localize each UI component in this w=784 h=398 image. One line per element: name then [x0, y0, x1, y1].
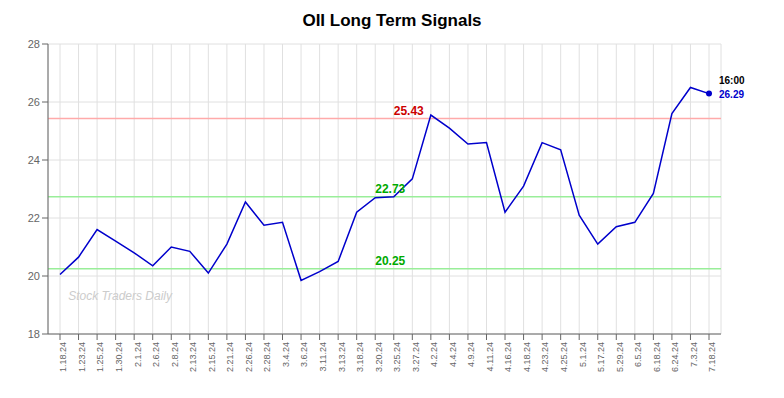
svg-text:2.13.24: 2.13.24 — [188, 342, 198, 372]
svg-text:7.3.24: 7.3.24 — [689, 342, 699, 367]
svg-text:3.11.24: 3.11.24 — [318, 342, 328, 371]
svg-text:1.30.24: 1.30.24 — [114, 342, 124, 372]
svg-text:1.23.24: 1.23.24 — [77, 342, 87, 372]
svg-text:3.4.24: 3.4.24 — [281, 342, 291, 367]
svg-text:22: 22 — [28, 212, 40, 224]
svg-text:3.13.24: 3.13.24 — [337, 342, 347, 372]
svg-text:20.25: 20.25 — [375, 254, 405, 268]
svg-text:4.2.24: 4.2.24 — [429, 342, 439, 367]
svg-text:26.29: 26.29 — [719, 89, 744, 100]
svg-text:2.1.24: 2.1.24 — [133, 342, 143, 367]
svg-text:25.43: 25.43 — [394, 104, 424, 118]
svg-text:4.25.24: 4.25.24 — [559, 342, 569, 372]
svg-text:2.28.24: 2.28.24 — [262, 342, 272, 372]
svg-text:5.29.24: 5.29.24 — [615, 342, 625, 372]
svg-text:3.25.24: 3.25.24 — [392, 342, 402, 372]
svg-text:7.18.24: 7.18.24 — [707, 342, 717, 372]
svg-text:4.16.24: 4.16.24 — [503, 342, 513, 372]
svg-text:6.5.24: 6.5.24 — [633, 342, 643, 367]
svg-text:26: 26 — [28, 96, 40, 108]
svg-text:28: 28 — [28, 38, 40, 50]
svg-text:4.11.24: 4.11.24 — [485, 342, 495, 371]
svg-text:3.27.24: 3.27.24 — [411, 342, 421, 372]
svg-text:20: 20 — [28, 270, 40, 282]
svg-text:16:00: 16:00 — [719, 75, 745, 86]
svg-text:2.21.24: 2.21.24 — [225, 342, 235, 372]
svg-text:5.1.24: 5.1.24 — [578, 342, 588, 367]
svg-text:4.4.24: 4.4.24 — [448, 342, 458, 367]
svg-text:4.18.24: 4.18.24 — [522, 342, 532, 372]
svg-text:22.73: 22.73 — [375, 182, 405, 196]
svg-text:4.23.24: 4.23.24 — [541, 342, 551, 372]
svg-text:3.20.24: 3.20.24 — [374, 342, 384, 372]
svg-text:3.18.24: 3.18.24 — [355, 342, 365, 372]
svg-text:2.26.24: 2.26.24 — [244, 342, 254, 372]
svg-text:6.18.24: 6.18.24 — [652, 342, 662, 372]
svg-text:6.24.24: 6.24.24 — [670, 342, 680, 372]
svg-text:24: 24 — [28, 154, 40, 166]
svg-text:1.18.24: 1.18.24 — [58, 342, 68, 372]
svg-text:1.25.24: 1.25.24 — [95, 342, 105, 372]
svg-text:18: 18 — [28, 328, 40, 340]
svg-text:2.8.24: 2.8.24 — [170, 342, 180, 367]
svg-text:2.6.24: 2.6.24 — [151, 342, 161, 367]
svg-text:4.9.24: 4.9.24 — [466, 342, 476, 367]
svg-text:5.17.24: 5.17.24 — [596, 342, 606, 372]
html-text:Stock Traders Daily: Stock Traders Daily — [68, 289, 172, 303]
html-text:OII Long Term Signals: OII Long Term Signals — [302, 11, 482, 30]
svg-text:2.15.24: 2.15.24 — [207, 342, 217, 372]
svg-text:3.6.24: 3.6.24 — [299, 342, 309, 367]
